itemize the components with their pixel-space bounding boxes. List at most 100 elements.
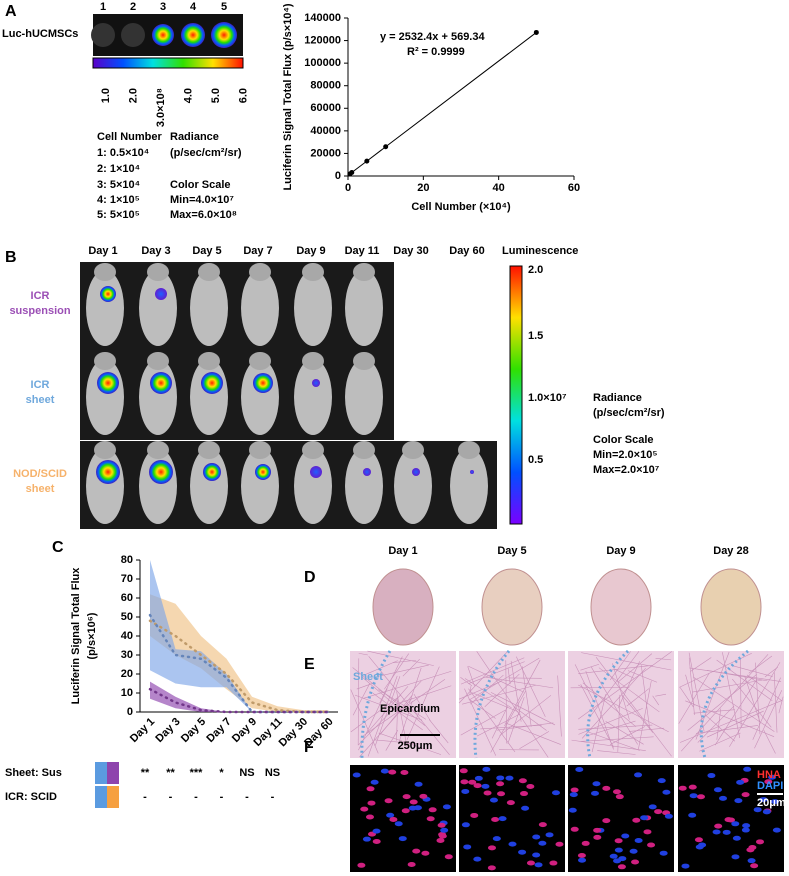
x-tick-label: Day 7 xyxy=(204,716,233,745)
nucleus xyxy=(534,862,543,868)
well xyxy=(91,23,115,47)
nucleus xyxy=(614,838,623,844)
fiber xyxy=(385,729,399,751)
fiber xyxy=(732,678,772,728)
nucleus xyxy=(491,817,500,823)
fiber xyxy=(350,695,401,733)
nucleus xyxy=(496,775,505,781)
fiber xyxy=(358,652,368,656)
hna-label: HNA xyxy=(757,769,781,781)
nucleus xyxy=(555,841,564,847)
row-label: Sheet: Sus xyxy=(5,767,62,779)
nucleus xyxy=(617,864,626,870)
nucleus xyxy=(549,860,558,866)
nucleus xyxy=(575,767,584,773)
nucleus xyxy=(388,769,397,775)
fiber xyxy=(366,686,409,734)
nucleus xyxy=(386,812,395,818)
panel-label: E xyxy=(304,656,315,673)
colorbar-tick-label: 0.5 xyxy=(528,454,543,466)
nucleus xyxy=(518,849,527,855)
nucleus xyxy=(643,829,652,835)
fiber xyxy=(362,670,452,699)
nucleus xyxy=(460,779,469,785)
fiber xyxy=(490,690,527,753)
fiber xyxy=(507,697,525,744)
mouse xyxy=(294,270,332,346)
nucleus xyxy=(367,800,376,806)
fiber xyxy=(468,665,524,693)
day-label: Day 7 xyxy=(243,245,272,257)
fiber xyxy=(688,652,705,732)
nucleus xyxy=(409,799,418,805)
fluorescence-image xyxy=(459,765,565,872)
fiber xyxy=(692,679,763,693)
nucleus xyxy=(492,836,501,842)
day-label: Day 1 xyxy=(388,545,417,557)
fiber xyxy=(406,666,440,741)
nucleus xyxy=(398,836,407,842)
nucleus xyxy=(759,797,768,803)
day-label: Day 5 xyxy=(497,545,526,557)
nucleus xyxy=(498,816,507,822)
nucleus xyxy=(632,817,641,823)
mouse xyxy=(190,270,228,346)
mouse-head xyxy=(302,263,324,281)
fiber xyxy=(396,691,408,749)
fiber xyxy=(464,678,512,709)
nucleus xyxy=(461,788,470,794)
y-tick-label: 40 xyxy=(121,630,133,642)
well-number: 2 xyxy=(130,1,136,13)
mouse xyxy=(86,359,124,435)
fiber xyxy=(352,667,426,726)
signal xyxy=(100,286,116,302)
x-tick-label: 60 xyxy=(568,182,580,194)
fiber xyxy=(580,663,600,671)
fiber xyxy=(587,731,640,751)
fiber xyxy=(597,750,636,755)
nucleus xyxy=(688,812,697,818)
fiber xyxy=(621,695,654,733)
panel-label: C xyxy=(52,539,64,556)
panel-label: F xyxy=(304,739,314,756)
scale-bar-label: 250μm xyxy=(398,740,433,752)
nucleus xyxy=(753,807,762,813)
nucleus xyxy=(718,795,727,801)
nucleus xyxy=(538,822,547,828)
mouse xyxy=(86,270,124,346)
day-label: Day 9 xyxy=(296,245,325,257)
nucleus xyxy=(526,860,535,866)
significance: ** xyxy=(141,767,150,779)
fiber xyxy=(605,721,644,745)
y-tick-label: 10 xyxy=(121,687,133,699)
signal xyxy=(152,24,174,46)
nucleus xyxy=(505,775,514,781)
fiber xyxy=(628,727,665,732)
sheet-border xyxy=(360,650,392,759)
significance: - xyxy=(194,791,198,803)
legend-text: Color Scale xyxy=(593,434,654,446)
x-axis-label: Cell Number (×10⁴) xyxy=(411,201,511,213)
nucleus xyxy=(532,834,541,840)
nucleus xyxy=(689,793,698,799)
significance: * xyxy=(219,767,224,779)
swatch xyxy=(95,762,107,784)
point xyxy=(349,170,355,176)
nucleus xyxy=(461,822,470,828)
x-tick-label: 0 xyxy=(345,182,351,194)
well xyxy=(121,23,145,47)
nucleus xyxy=(577,853,586,859)
mouse xyxy=(139,448,177,524)
colorbar-tick-label: 6.0 xyxy=(237,88,249,103)
nucleus xyxy=(372,828,381,834)
nucleus xyxy=(659,850,668,856)
fiber xyxy=(469,657,540,700)
nucleus xyxy=(695,844,704,850)
mouse-head xyxy=(147,263,169,281)
y-tick-label: 80000 xyxy=(310,80,341,92)
fiber xyxy=(626,688,650,707)
heart xyxy=(372,568,434,646)
significance: - xyxy=(245,791,249,803)
legend-text: Min=4.0×10⁷ xyxy=(170,194,234,206)
day-label: Day 60 xyxy=(449,245,484,257)
